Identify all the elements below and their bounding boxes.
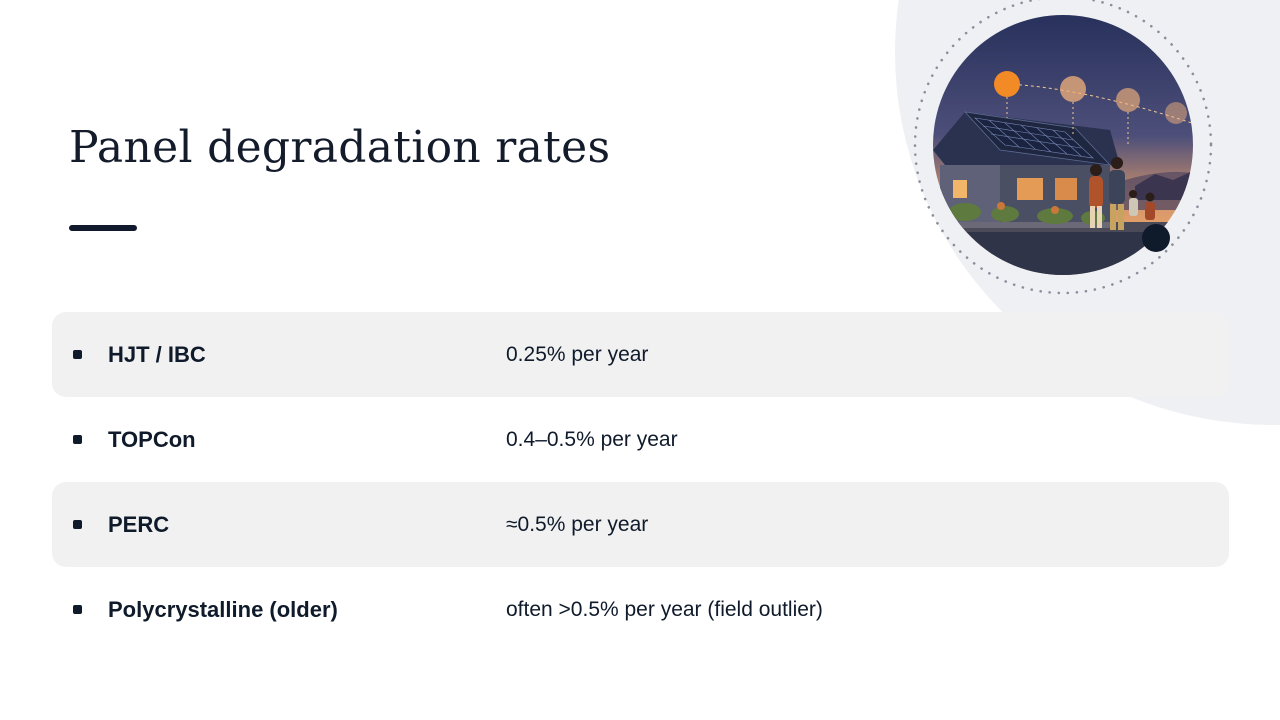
table-row: Polycrystalline (older) often >0.5% per … [52,567,1229,652]
degradation-rate: 0.25% per year [506,343,649,366]
bullet-icon [73,435,82,444]
family-icon [1089,157,1155,230]
solar-house-image [913,0,1213,295]
sun-position-icon [994,71,1193,145]
bullet-icon [73,605,82,614]
solar-panel-icon [974,117,1094,159]
degradation-rate: ≈0.5% per year [506,513,649,536]
table-row: TOPCon 0.4–0.5% per year [52,397,1229,482]
technology-label: Polycrystalline (older) [108,597,338,622]
degradation-rate: 0.4–0.5% per year [506,428,678,451]
degradation-table: HJT / IBC 0.25% per year TOPCon 0.4–0.5%… [52,312,1229,652]
orbit-ring [913,0,1213,295]
degradation-rate: often >0.5% per year (field outlier) [506,598,823,621]
bullet-icon [73,350,82,359]
technology-label: PERC [108,512,170,537]
technology-label: HJT / IBC [108,342,206,367]
table-row: HJT / IBC 0.25% per year [52,312,1229,397]
bullet-icon [73,520,82,529]
title-underline [69,225,137,231]
slide-title: Panel degradation rates [69,122,611,173]
accent-dot [1142,224,1170,252]
technology-label: TOPCon [108,427,196,452]
table-row: PERC ≈0.5% per year [52,482,1229,567]
solar-house-illustration [905,0,1225,305]
